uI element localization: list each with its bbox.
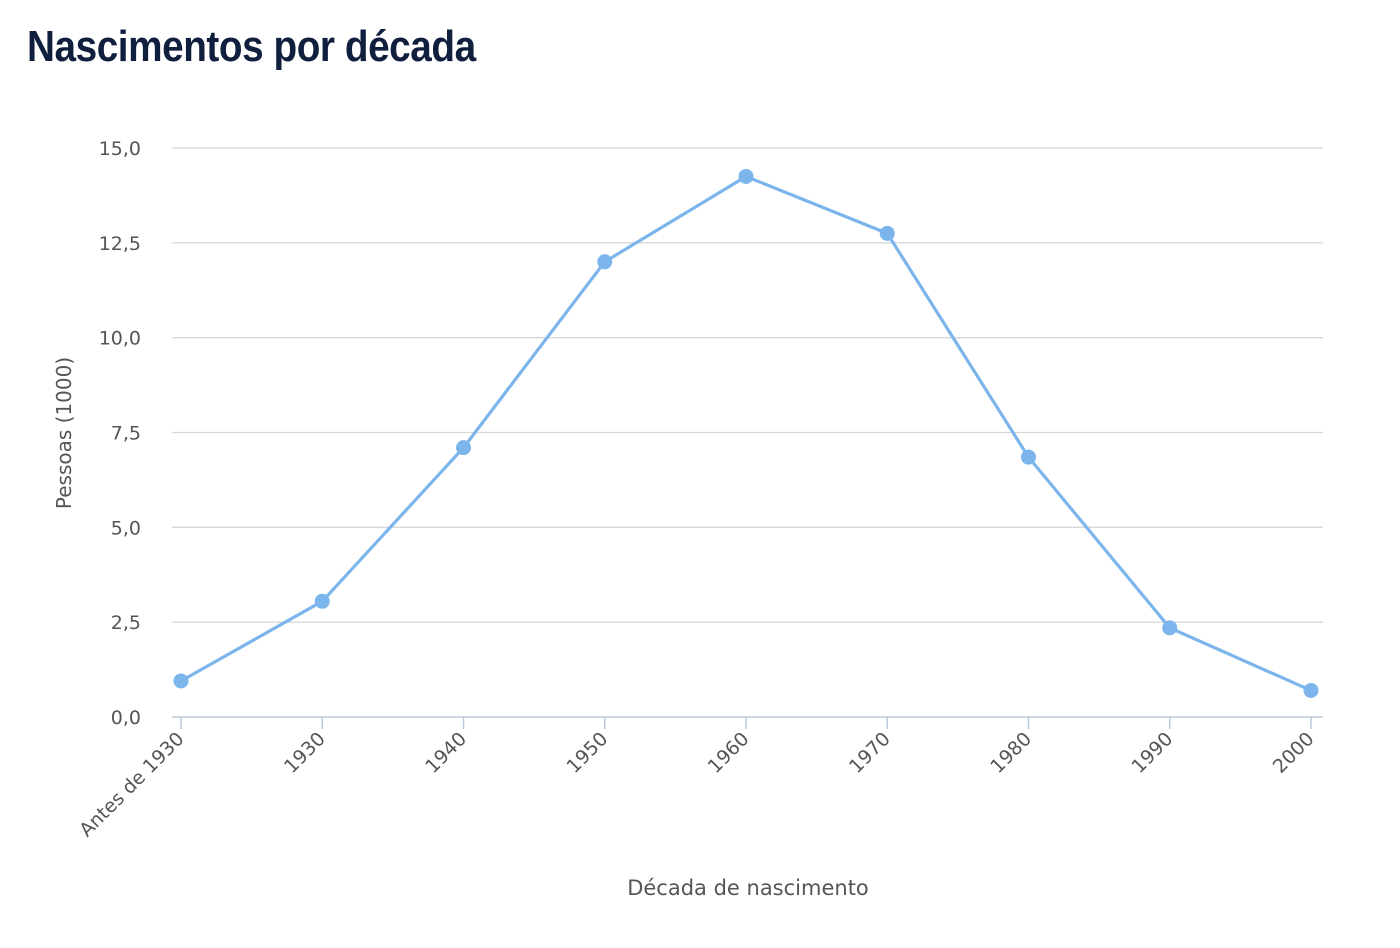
series-layer <box>173 168 1319 698</box>
y-tick-label: 2,5 <box>111 612 141 634</box>
data-point <box>597 254 613 270</box>
data-point <box>173 673 189 689</box>
y-tick-labels: 0,0 2,5 5,0 7,5 10,0 12,5 15,0 <box>99 138 141 729</box>
x-tick-label: 2000 <box>1269 728 1319 778</box>
y-tick-label: 15,0 <box>99 138 141 160</box>
x-tick-label: Antes de 1930 <box>75 728 188 841</box>
y-tick-label: 0,0 <box>111 707 141 729</box>
data-point <box>879 225 895 241</box>
x-tick-label: 1950 <box>563 728 613 778</box>
x-tick-labels: Antes de 1930 1930 1940 1950 1960 1970 1980 199… <box>75 728 1318 841</box>
x-tick-label: 1970 <box>845 728 895 778</box>
x-tick-label: 1980 <box>986 728 1036 778</box>
data-point <box>456 440 471 456</box>
x-tick-label: 1990 <box>1128 728 1178 778</box>
data-point <box>1303 682 1319 698</box>
data-point <box>1162 620 1178 636</box>
data-point <box>738 168 754 184</box>
gridlines <box>172 147 1323 623</box>
x-tick-label: 1940 <box>421 728 471 778</box>
x-axis-title: Década de nascimento <box>627 876 869 900</box>
y-axis-title: Pessoas (1000) <box>52 357 76 509</box>
series-line <box>179 174 1313 693</box>
y-tick-label: 12,5 <box>99 233 141 255</box>
data-point <box>314 593 330 609</box>
chart-title: Nascimentos por década <box>27 22 476 71</box>
y-tick-label: 5,0 <box>111 517 141 539</box>
x-tick-label: 1960 <box>704 728 754 778</box>
x-axis <box>172 716 1323 729</box>
y-tick-label: 10,0 <box>99 328 141 350</box>
x-tick-label: 1930 <box>280 728 330 778</box>
y-tick-label: 7,5 <box>111 423 141 445</box>
data-point <box>1021 449 1036 465</box>
